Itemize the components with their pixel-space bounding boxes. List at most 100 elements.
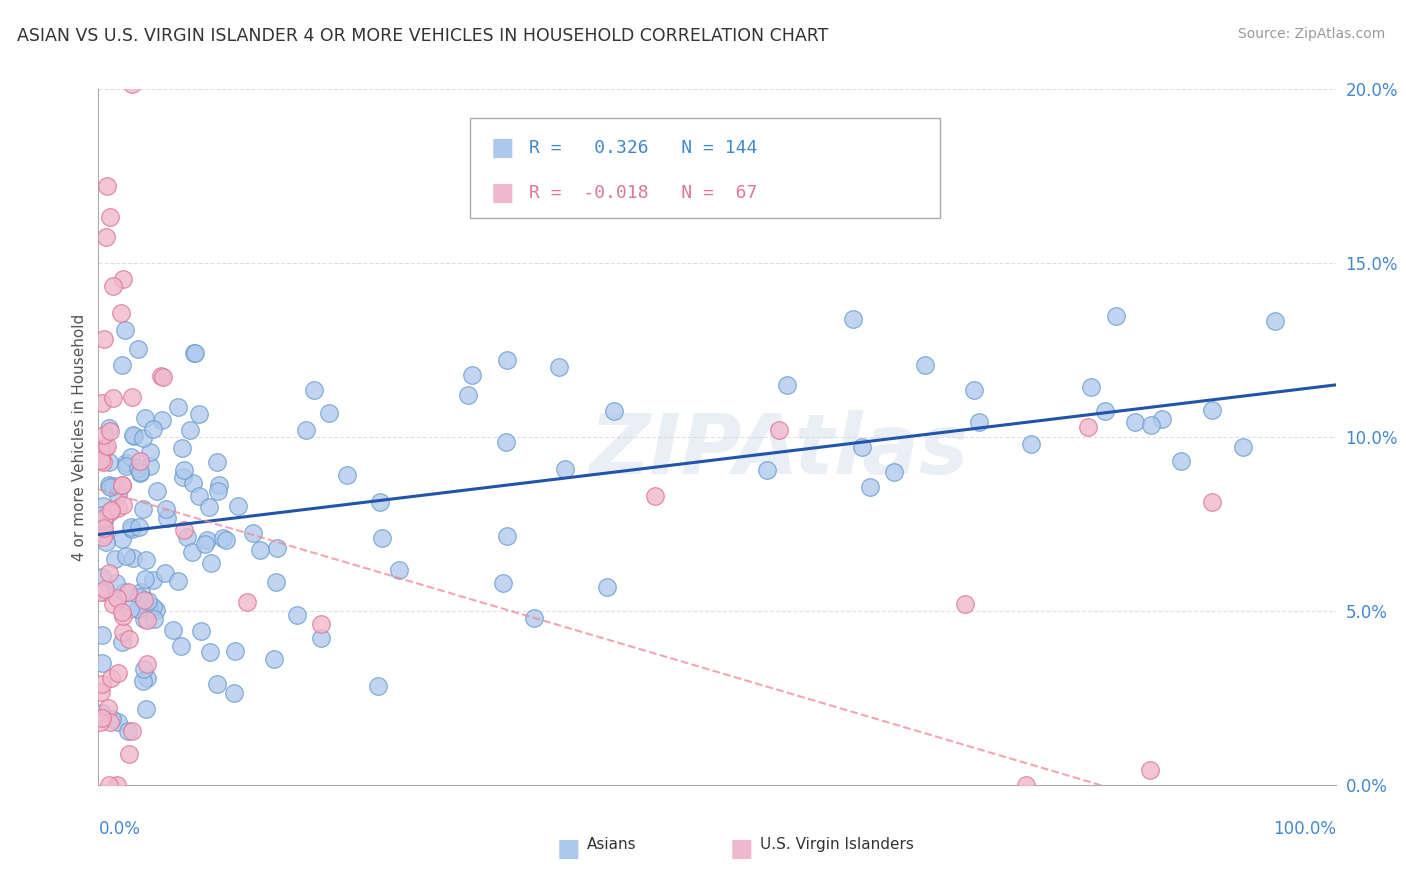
Point [132,501,155,516]
Point [114,549,136,564]
Point [107,500,129,515]
Point [603,404,626,418]
Point [1019,437,1042,451]
Point [98,566,121,580]
Point [112,625,135,640]
Point [110,478,132,492]
Point [142,599,165,614]
Point [89,714,111,729]
Point [883,465,905,479]
Point [98,478,121,492]
Point [98,480,121,494]
Point [523,611,546,625]
Point [134,411,156,425]
Point [242,525,264,540]
Point [90,685,112,699]
Point [138,601,160,615]
Point [134,572,156,586]
Point [149,369,172,384]
Point [129,585,152,599]
Text: ZIPAtlas: ZIPAtlas [589,410,969,491]
Point [121,724,143,739]
Point [169,639,191,653]
Point [858,480,880,494]
Point [173,462,195,476]
Point [101,597,124,611]
Point [98,714,121,729]
Point [496,352,519,367]
Point [110,306,132,320]
Text: 100.0%: 100.0% [1272,820,1336,838]
Point [100,47,122,62]
Point [142,612,165,626]
Point [768,423,790,437]
Point [128,591,150,605]
Point [914,358,936,372]
Text: ■: ■ [557,837,581,861]
Point [98,424,121,438]
Point [107,715,129,730]
Point [90,442,112,456]
Point [135,671,157,685]
Point [173,523,195,537]
Point [114,323,136,337]
Point [132,592,155,607]
Text: R =  -0.018   N =  67: R = -0.018 N = 67 [529,184,756,202]
Point [179,424,201,438]
Point [91,628,114,642]
Point [249,543,271,558]
Point [554,461,576,475]
Point [495,435,517,450]
Point [93,584,115,599]
Point [93,527,115,541]
Point [596,580,619,594]
Point [184,346,207,360]
Point [91,570,114,584]
Point [101,278,124,293]
Point [93,332,115,346]
Point [90,396,112,410]
Point [128,465,150,479]
Point [97,455,120,469]
Point [142,573,165,587]
Text: 0.0%: 0.0% [98,820,141,838]
Point [142,422,165,436]
Point [98,505,121,519]
Point [183,345,205,359]
Point [96,229,118,244]
Text: ASIAN VS U.S. VIRGIN ISLANDER 4 OR MORE VEHICLES IN HOUSEHOLD CORRELATION CHART: ASIAN VS U.S. VIRGIN ISLANDER 4 OR MORE … [17,27,828,45]
Point [101,392,124,406]
Point [93,455,115,469]
Point [309,631,332,645]
Point [135,552,157,566]
Point [105,576,128,591]
Point [111,635,134,649]
Point [236,595,259,609]
Point [228,499,250,513]
Point [91,706,114,720]
Point [266,575,288,590]
Point [370,531,392,545]
Point [118,747,141,761]
Point [1123,415,1146,429]
Text: ■: ■ [730,837,754,861]
Point [136,613,159,627]
Text: U.S. Virgin Islanders: U.S. Virgin Islanders [761,837,914,852]
Point [200,645,222,659]
Point [1152,411,1174,425]
Point [207,483,229,498]
Point [118,632,141,647]
Point [101,712,124,726]
Point [115,459,138,474]
Point [96,439,118,453]
Point [170,441,193,455]
Point [117,585,139,599]
Point [94,535,117,549]
Point [97,700,120,714]
Point [93,441,115,455]
Point [121,77,143,91]
Point [492,575,515,590]
Point [368,495,391,509]
Point [181,475,204,490]
Point [198,500,221,514]
